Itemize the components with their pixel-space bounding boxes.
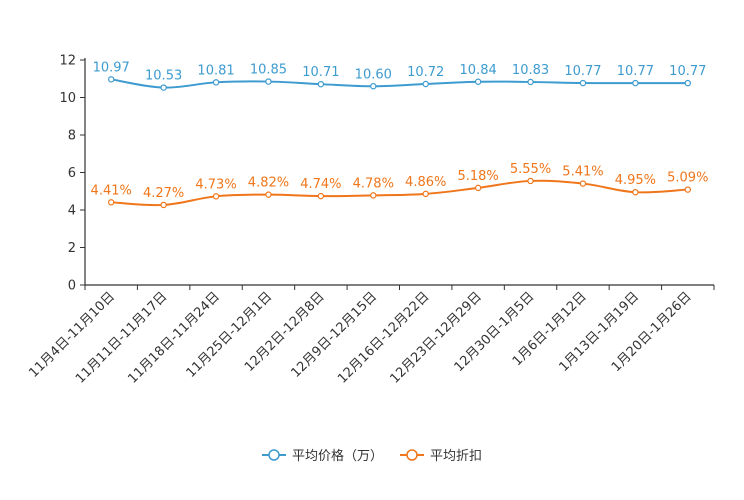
data-point	[265, 191, 272, 198]
data-point	[632, 79, 639, 87]
data-label: 5.41%	[562, 165, 603, 180]
data-label: 5.55%	[510, 162, 551, 177]
series-line	[111, 179, 688, 207]
data-label: 10.77	[617, 64, 654, 79]
data-point	[370, 192, 377, 199]
data-point	[579, 180, 587, 187]
data-point	[632, 188, 639, 196]
legend-item-1[interactable]: 平均折扣	[400, 449, 482, 464]
y-tick-label: 2	[68, 241, 76, 256]
data-point	[160, 201, 167, 209]
data-point	[317, 192, 325, 200]
data-point	[212, 79, 220, 86]
x-tick-label: 11月18日-11月24日	[125, 289, 222, 386]
data-label: 10.72	[407, 65, 444, 80]
data-label: 10.84	[460, 63, 497, 78]
y-tick-label: 4	[68, 204, 76, 219]
y-tick-label: 10	[59, 91, 76, 106]
data-label: 5.09%	[667, 171, 708, 186]
data-label: 10.71	[302, 65, 339, 80]
data-label: 4.41%	[91, 183, 132, 198]
data-point	[684, 186, 691, 193]
data-label: 10.77	[669, 64, 706, 79]
legend-label: 平均折扣	[430, 449, 482, 464]
data-label: 5.18%	[457, 169, 498, 184]
x-tick-label: 12月23日-12月29日	[387, 289, 484, 386]
y-tick-label: 12	[59, 54, 76, 69]
data-point	[527, 78, 534, 86]
data-label: 4.27%	[143, 186, 184, 201]
x-tick-label: 12月16日-12月22日	[335, 289, 432, 386]
data-label: 10.53	[145, 69, 182, 84]
data-point	[317, 80, 325, 88]
x-tick-label: 11月11日-11月17日	[73, 289, 170, 386]
series-0: 10.97 10.53 10.81 10.85 10.71 10.60 10.72 10.84…	[93, 60, 706, 91]
y-tick-label: 8	[68, 129, 76, 144]
axes: 0 2 4 6 8 10 12 11月4日-11月10日11月11日-11月17日11月18日…	[26, 54, 715, 387]
y-tick-label: 6	[68, 166, 76, 181]
series-1: 4.41% 4.27% 4.73% 4.82% 4.74% 4.78% 4.86% 5.18%…	[91, 162, 708, 209]
data-label: 10.60	[355, 67, 392, 82]
data-label: 10.77	[564, 64, 601, 79]
data-label: 4.73%	[195, 177, 236, 192]
data-point	[474, 184, 482, 192]
data-point	[108, 199, 115, 206]
data-label: 10.97	[93, 60, 130, 75]
data-label: 4.74%	[300, 177, 341, 192]
data-label: 10.85	[250, 63, 287, 78]
data-point	[108, 76, 115, 83]
data-label: 4.82%	[248, 176, 289, 191]
data-point	[422, 80, 429, 88]
legend[interactable]: 平均价格（万） 平均折扣	[262, 448, 482, 464]
series-line	[111, 78, 688, 89]
data-point	[474, 78, 482, 85]
data-point	[212, 193, 220, 200]
data-point	[527, 177, 534, 185]
data-point	[422, 190, 429, 198]
legend-marker	[268, 449, 280, 461]
data-point	[370, 83, 377, 90]
data-label: 4.95%	[615, 173, 656, 188]
data-label: 10.83	[512, 63, 549, 78]
data-point	[579, 79, 587, 87]
series-layer: 10.97 10.53 10.81 10.85 10.71 10.60 10.72 10.84…	[91, 60, 708, 209]
data-point	[160, 84, 167, 91]
legend-label: 平均价格（万）	[292, 448, 383, 464]
data-label: 4.86%	[405, 175, 446, 190]
data-label: 10.81	[197, 63, 234, 78]
data-point	[684, 79, 691, 87]
legend-marker	[406, 449, 418, 461]
y-tick-label: 0	[68, 279, 76, 294]
x-tick-label: 11月4日-11月10日	[26, 289, 118, 381]
legend-item-0[interactable]: 平均价格（万）	[262, 448, 383, 464]
data-point	[265, 78, 272, 85]
data-label: 4.78%	[353, 176, 394, 191]
